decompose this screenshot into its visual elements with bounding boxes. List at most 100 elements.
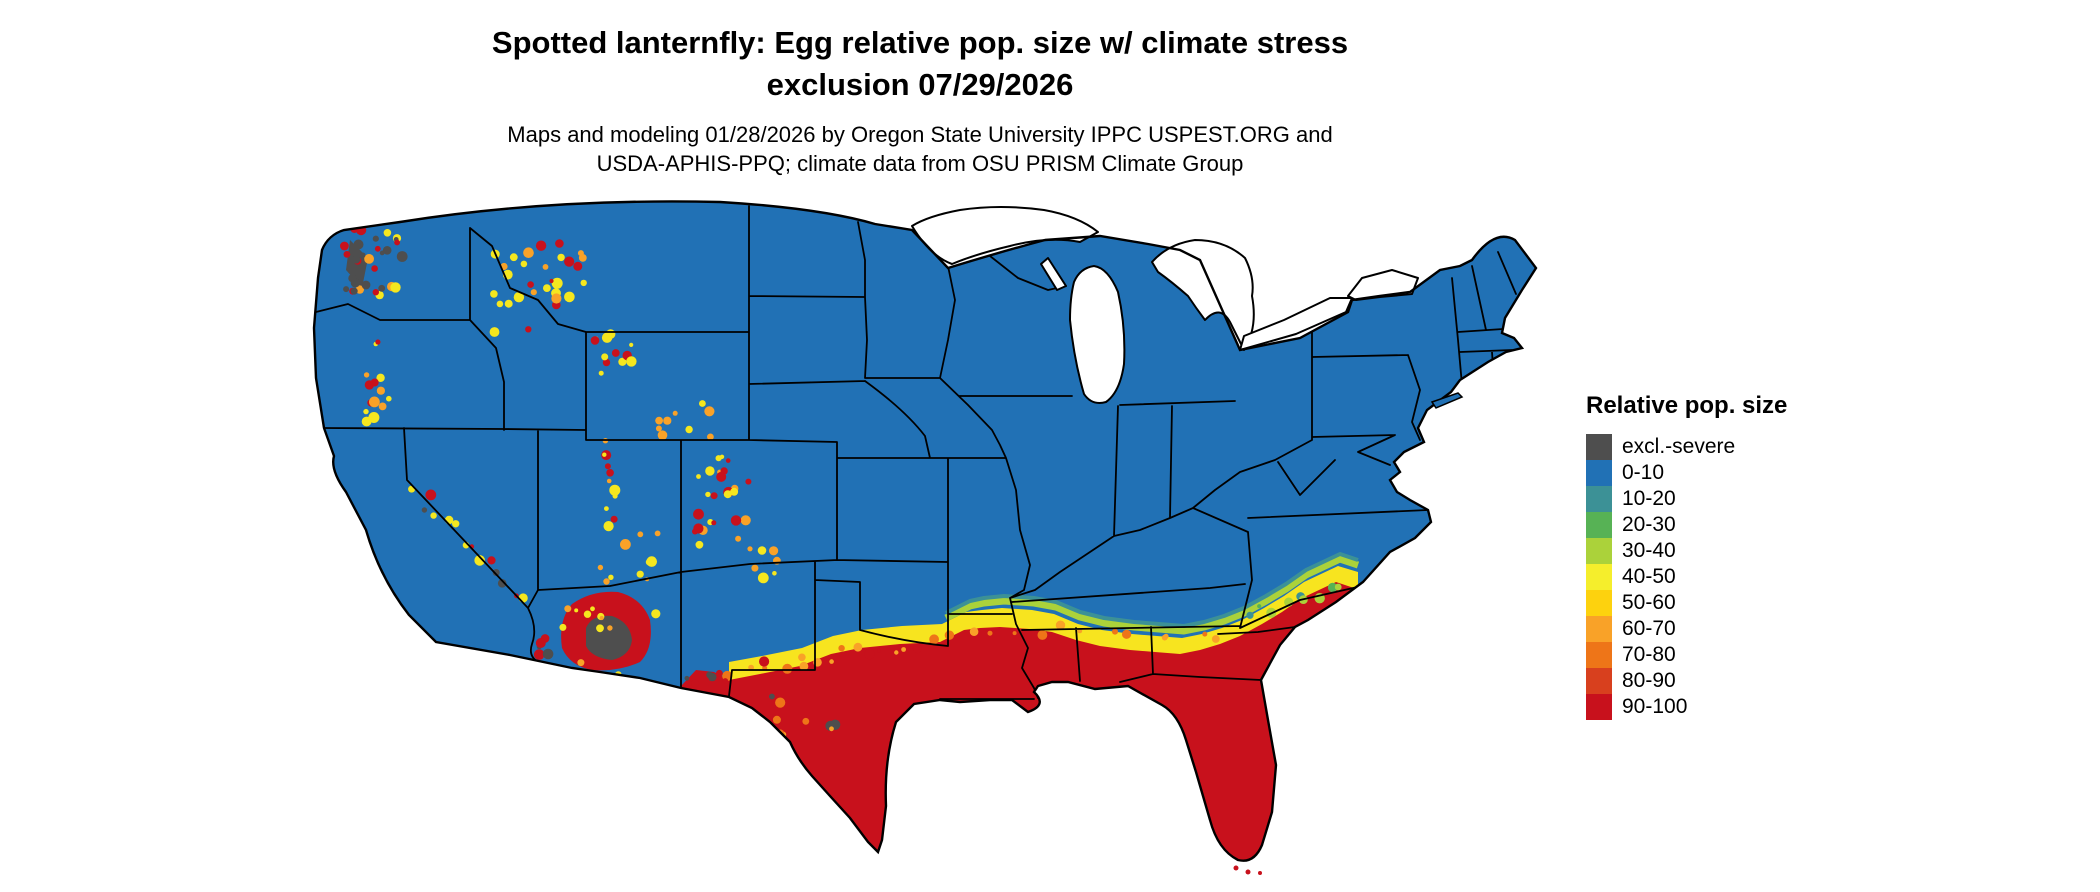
speckle [715, 455, 722, 462]
speckle [564, 605, 572, 613]
speckle [772, 715, 781, 724]
speckle [751, 564, 759, 572]
speckle [798, 653, 806, 662]
speckle [527, 281, 534, 288]
speckle [590, 336, 600, 345]
speckle [853, 642, 863, 652]
speckle [340, 241, 349, 251]
speckle [730, 487, 739, 496]
speckle [525, 326, 532, 333]
speckle [611, 349, 620, 357]
speckle [626, 356, 637, 367]
legend-item-50-60: 50-60 [1586, 590, 1787, 616]
legend-item-label: 20-30 [1622, 513, 1676, 536]
speckle [590, 606, 595, 612]
speckle [564, 256, 575, 267]
legend-swatch [1586, 668, 1612, 694]
speckle [383, 229, 392, 237]
speckle [912, 644, 922, 654]
speckle [610, 515, 618, 523]
legend-title: Relative pop. size [1586, 392, 1788, 419]
speckle [716, 471, 727, 482]
legend-item-label: 0-10 [1622, 461, 1665, 484]
speckle [747, 546, 753, 552]
lake-superior [911, 206, 1099, 265]
speckle [523, 247, 534, 258]
speckle [704, 406, 715, 417]
legend-swatch [1586, 616, 1612, 642]
speckle [355, 285, 364, 294]
speckle [444, 515, 454, 525]
speckle [601, 332, 613, 343]
us-choropleth-map [312, 200, 1538, 875]
speckle [564, 291, 575, 303]
legend-item-10-20: 10-20 [1586, 486, 1787, 512]
speckle [602, 358, 611, 367]
speckle [599, 615, 604, 621]
speckle [396, 251, 408, 262]
legend-swatch [1586, 694, 1612, 720]
speckle [705, 491, 711, 498]
speckle [596, 624, 604, 633]
speckle [603, 578, 610, 585]
legend-item-40-50: 40-50 [1586, 564, 1787, 590]
speckle [520, 260, 528, 268]
speckle [607, 625, 613, 631]
speckle [574, 608, 579, 613]
speckle [518, 593, 528, 603]
legend-item-label: excl.-severe [1622, 435, 1736, 458]
speckle [987, 630, 993, 636]
speckle [894, 650, 899, 655]
legend-item-label: 50-60 [1622, 591, 1676, 614]
legend-item-70-80: 70-80 [1586, 642, 1787, 668]
speckle [376, 373, 385, 382]
map-header: Spotted lanternfly: Egg relative pop. si… [0, 22, 1840, 179]
speckle [604, 463, 611, 470]
speckle [757, 546, 767, 555]
speckle [489, 327, 500, 337]
legend-swatch [1586, 460, 1612, 486]
speckle [350, 287, 358, 295]
speckle [533, 649, 545, 660]
speckle [730, 515, 742, 526]
florida-keys-dot [1258, 871, 1262, 875]
speckle [802, 717, 810, 725]
speckle [864, 648, 875, 660]
speckle [725, 458, 731, 463]
great-lakes [911, 206, 1419, 404]
speckle [543, 284, 551, 292]
transition-fringe-teal [945, 552, 1359, 628]
speckle [1055, 620, 1066, 630]
lake-erie [1239, 297, 1353, 351]
speckle [513, 292, 525, 303]
speckle [583, 610, 592, 618]
speckle [691, 679, 700, 688]
speckle-dots [340, 224, 1342, 739]
speckle [929, 634, 939, 645]
speckle [663, 416, 672, 425]
speckle [474, 555, 485, 566]
speckle [612, 493, 618, 499]
speckle [490, 290, 498, 298]
speckle [711, 520, 717, 526]
speckle [772, 571, 777, 576]
speckle [368, 412, 380, 423]
speckle [598, 370, 604, 376]
speckle [685, 425, 693, 434]
speckle [369, 396, 380, 408]
speckle [378, 402, 387, 411]
speckle [360, 252, 366, 258]
speckle [394, 239, 400, 246]
legend-item-60-70: 60-70 [1586, 616, 1787, 642]
speckle [1257, 604, 1262, 609]
speckle [363, 408, 369, 415]
legend: Relative pop. size excl.-severe 0-10 10-20… [1586, 392, 1787, 720]
speckle [609, 484, 621, 496]
legend-item-30-40: 30-40 [1586, 538, 1787, 564]
legend-item-label: 30-40 [1622, 539, 1676, 562]
speckle [370, 378, 379, 387]
speckle [657, 430, 668, 440]
speckle [705, 466, 715, 476]
speckle [672, 410, 678, 416]
